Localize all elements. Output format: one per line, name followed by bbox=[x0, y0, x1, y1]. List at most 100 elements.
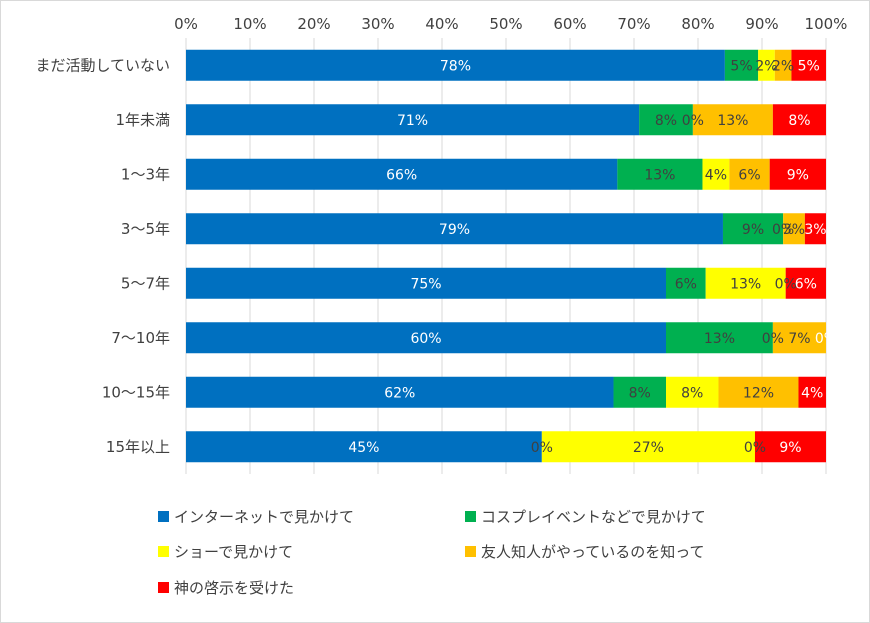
data-label: 8% bbox=[788, 113, 810, 129]
x-axis-ticks: 0% 10% 20% 30% 40% 50% 60% 70% 80% 90% 100% bbox=[174, 15, 847, 33]
category-labels: まだ活動していない 1年未満 1〜3年 3〜5年 5〜7年 7〜10年 10〜15年 15年以… bbox=[35, 56, 170, 456]
x-tick-label: 60% bbox=[553, 15, 586, 33]
bar-segment bbox=[754, 431, 826, 463]
legend-label: ショーで見かけて bbox=[174, 543, 293, 561]
category-label: 15年以上 bbox=[106, 438, 170, 456]
data-label: 45% bbox=[348, 440, 379, 456]
data-label: 60% bbox=[410, 331, 441, 347]
category-label: 7〜10年 bbox=[111, 329, 170, 347]
category-label: 1〜3年 bbox=[121, 165, 170, 183]
bar-segment bbox=[613, 376, 666, 408]
data-label: 78% bbox=[440, 58, 471, 74]
bar-segment bbox=[702, 158, 730, 190]
bar-segment bbox=[666, 376, 719, 408]
category-label: 3〜5年 bbox=[121, 220, 170, 238]
data-label: 7% bbox=[788, 331, 810, 347]
bar-segment bbox=[639, 104, 693, 136]
data-label: 71% bbox=[397, 113, 428, 129]
data-label: 3% bbox=[783, 222, 805, 238]
data-label: 0% bbox=[772, 222, 794, 238]
legend-label: 友人知人がやっているのを知って bbox=[481, 543, 705, 561]
data-label: 6% bbox=[675, 276, 697, 292]
data-label: 5% bbox=[730, 58, 752, 74]
data-label: 66% bbox=[386, 167, 417, 183]
data-label: 0% bbox=[531, 440, 553, 456]
data-label: 5% bbox=[798, 58, 820, 74]
legend-item: 神の啓示を受けた bbox=[158, 579, 294, 597]
bar-segment bbox=[186, 104, 640, 136]
x-tick-label: 70% bbox=[617, 15, 650, 33]
legend-swatch bbox=[158, 582, 169, 593]
data-labels: 78% 5% 2%2% 5%71% 8% 0% 13% 8%66% 13% 4% 6% 9%79% 9%… bbox=[348, 58, 837, 456]
bar-segment bbox=[666, 322, 773, 354]
data-label: 6% bbox=[795, 276, 817, 292]
x-tick-label: 30% bbox=[361, 15, 394, 33]
bar-segment bbox=[666, 267, 706, 299]
data-label: 13% bbox=[644, 167, 675, 183]
bars bbox=[186, 49, 826, 463]
bar-segment bbox=[186, 213, 723, 245]
bar-segment bbox=[729, 158, 770, 190]
bar-segment bbox=[769, 158, 826, 190]
bar-segment bbox=[186, 49, 725, 81]
bar-segment bbox=[772, 104, 826, 136]
bar-segment bbox=[783, 213, 805, 245]
x-tick-label: 20% bbox=[297, 15, 330, 33]
data-label: 9% bbox=[742, 222, 764, 238]
data-label: 0% bbox=[682, 113, 704, 129]
bar-segment bbox=[186, 376, 614, 408]
data-label: 4% bbox=[801, 385, 823, 401]
x-tick-label: 50% bbox=[489, 15, 522, 33]
x-tick-label: 10% bbox=[233, 15, 266, 33]
data-label: 2% bbox=[755, 58, 777, 74]
data-label: 13% bbox=[730, 276, 761, 292]
bar-segment bbox=[718, 376, 799, 408]
data-label: 8% bbox=[655, 113, 677, 129]
data-label: 12% bbox=[743, 385, 774, 401]
legend-item: コスプレイベントなどで見かけて bbox=[465, 508, 706, 526]
bar-segment bbox=[785, 267, 826, 299]
data-label: 27% bbox=[633, 440, 664, 456]
data-label: 13% bbox=[704, 331, 735, 347]
data-label: 13% bbox=[717, 113, 748, 129]
bar-segment bbox=[772, 322, 826, 354]
data-label: 9% bbox=[787, 167, 809, 183]
data-label: 8% bbox=[681, 385, 703, 401]
data-label: 9% bbox=[779, 440, 801, 456]
legend-swatch bbox=[465, 546, 476, 557]
data-label: 62% bbox=[384, 385, 415, 401]
bar-segment bbox=[186, 158, 618, 190]
category-label: まだ活動していない bbox=[35, 56, 170, 74]
data-label: 3% bbox=[804, 222, 826, 238]
x-tick-label: 80% bbox=[681, 15, 714, 33]
legend-swatch bbox=[158, 511, 169, 522]
legend-swatch bbox=[158, 546, 169, 557]
category-label: 10〜15年 bbox=[102, 383, 170, 401]
category-label: 5〜7年 bbox=[121, 274, 170, 292]
legend-label: コスプレイベントなどで見かけて bbox=[481, 508, 706, 526]
bar-segment bbox=[724, 49, 759, 81]
category-label: 1年未満 bbox=[115, 111, 170, 129]
x-tick-label: 0% bbox=[174, 15, 198, 33]
bar-segment bbox=[804, 213, 826, 245]
bar-segment bbox=[186, 267, 666, 299]
bar-segment bbox=[186, 322, 666, 354]
bar-segment bbox=[798, 376, 826, 408]
bar-segment bbox=[774, 49, 792, 81]
bar-segment bbox=[541, 431, 755, 463]
x-tick-label: 100% bbox=[805, 15, 848, 33]
data-label: 8% bbox=[629, 385, 651, 401]
data-label: 4% bbox=[705, 167, 727, 183]
data-label: 79% bbox=[439, 222, 470, 238]
legend-swatch bbox=[465, 511, 476, 522]
legend-label: インターネットで見かけて bbox=[174, 508, 354, 526]
bar-segment bbox=[705, 267, 786, 299]
bar-segment bbox=[186, 431, 542, 463]
x-tick-label: 90% bbox=[745, 15, 778, 33]
bar-segment bbox=[692, 104, 773, 136]
data-label: 0% bbox=[815, 331, 837, 347]
legend-label: 神の啓示を受けた bbox=[174, 579, 294, 597]
